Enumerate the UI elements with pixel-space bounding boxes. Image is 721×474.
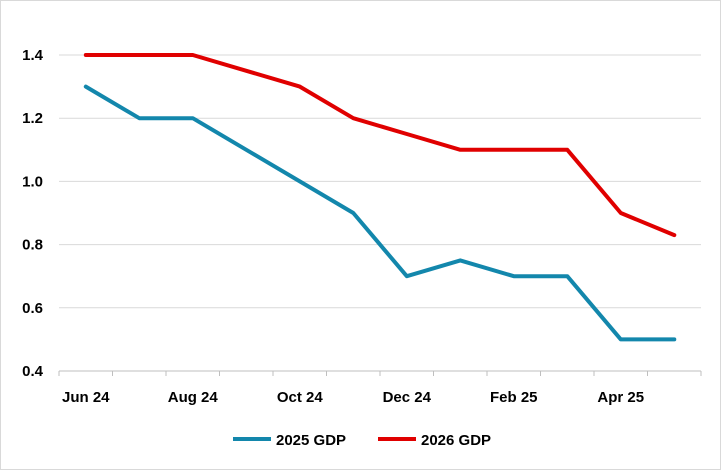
- y-tick-label: 0.8: [22, 237, 43, 254]
- y-tick-label: 0.4: [22, 363, 44, 380]
- x-tick-label: Jun 24: [62, 389, 110, 406]
- x-tick-label: Aug 24: [168, 389, 219, 406]
- x-tick-label: Feb 25: [490, 389, 538, 406]
- y-axis-ticks: 0.4 0.6 0.8 1.0 1.2 1.4: [22, 47, 44, 380]
- legend: 2025 GDP 2026 GDP: [233, 432, 491, 449]
- x-tick-label: Apr 25: [597, 389, 644, 406]
- x-tick-label: Dec 24: [383, 389, 432, 406]
- legend-label: 2026 GDP: [421, 432, 491, 449]
- series-line-2: [83, 53, 677, 238]
- y-tick-label: 0.6: [22, 300, 43, 317]
- y-tick-label: 1.0: [22, 173, 43, 190]
- series-line-1: [83, 84, 677, 342]
- y-tick-label: 1.2: [22, 110, 43, 127]
- series-lines: [83, 53, 677, 342]
- x-axis-ticks: Jun 24 Aug 24 Oct 24 Dec 24 Feb 25 Apr 25: [58, 371, 702, 406]
- gridlines: [59, 54, 701, 309]
- x-tick-label: Oct 24: [277, 389, 324, 406]
- legend-label: 2025 GDP: [276, 432, 346, 449]
- y-tick-label: 1.4: [22, 47, 44, 64]
